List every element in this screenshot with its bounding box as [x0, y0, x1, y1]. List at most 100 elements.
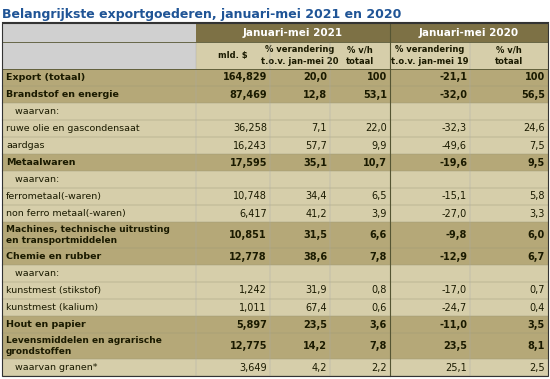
- Text: 34,4: 34,4: [305, 191, 327, 202]
- Bar: [2, 23, 196, 42]
- Text: Hout en papier: Hout en papier: [6, 320, 86, 329]
- Text: Januari-mei 2021: Januari-mei 2021: [243, 28, 343, 38]
- Bar: [390, 23, 548, 42]
- Text: 0,8: 0,8: [372, 285, 387, 296]
- Text: aardgas: aardgas: [6, 141, 45, 150]
- Text: 5,897: 5,897: [236, 319, 267, 329]
- Bar: [2, 222, 548, 248]
- Text: Januari-mei 2020: Januari-mei 2020: [419, 28, 519, 38]
- Text: Machines, technische uitrusting
en transportmiddelen: Machines, technische uitrusting en trans…: [6, 225, 170, 245]
- Text: 3,3: 3,3: [530, 208, 545, 219]
- Text: 67,4: 67,4: [305, 302, 327, 313]
- Text: 31,9: 31,9: [305, 285, 327, 296]
- Text: % verandering
t.o.v. jan-mei 19: % verandering t.o.v. jan-mei 19: [391, 45, 469, 66]
- Bar: [2, 69, 548, 86]
- Bar: [2, 42, 196, 69]
- Text: 23,5: 23,5: [443, 341, 467, 351]
- Bar: [2, 137, 548, 154]
- Text: 22,0: 22,0: [365, 124, 387, 133]
- Bar: [2, 205, 548, 222]
- Text: -32,0: -32,0: [439, 89, 467, 100]
- Text: 16,243: 16,243: [233, 141, 267, 150]
- Text: -15,1: -15,1: [442, 191, 467, 202]
- Bar: [2, 103, 548, 120]
- Bar: [2, 333, 548, 359]
- Text: 5,8: 5,8: [530, 191, 545, 202]
- Text: 6,7: 6,7: [528, 252, 545, 262]
- Text: 38,6: 38,6: [303, 252, 327, 262]
- Text: 12,775: 12,775: [229, 341, 267, 351]
- Text: -49,6: -49,6: [442, 141, 467, 150]
- Text: -24,7: -24,7: [442, 302, 467, 313]
- Text: -9,8: -9,8: [446, 230, 467, 240]
- Text: 7,8: 7,8: [370, 252, 387, 262]
- Text: 0,4: 0,4: [530, 302, 545, 313]
- Bar: [2, 265, 548, 282]
- Bar: [2, 316, 548, 333]
- Text: ruwe olie en gascondensaat: ruwe olie en gascondensaat: [6, 124, 140, 133]
- Text: 6,6: 6,6: [370, 230, 387, 240]
- Text: 6,417: 6,417: [239, 208, 267, 219]
- Text: Chemie en rubber: Chemie en rubber: [6, 252, 101, 261]
- Text: waarvan:: waarvan:: [6, 269, 59, 278]
- Text: 4,2: 4,2: [311, 362, 327, 373]
- Text: Levensmiddelen en agrarische
grondstoffen: Levensmiddelen en agrarische grondstoffe…: [6, 336, 162, 356]
- Text: 2,5: 2,5: [529, 362, 545, 373]
- Text: 7,5: 7,5: [529, 141, 545, 150]
- Bar: [2, 282, 548, 299]
- Bar: [2, 171, 548, 188]
- Text: mld. $: mld. $: [218, 51, 248, 60]
- Text: 7,1: 7,1: [311, 124, 327, 133]
- Text: 1,242: 1,242: [239, 285, 267, 296]
- Text: 10,7: 10,7: [363, 158, 387, 168]
- Text: 14,2: 14,2: [303, 341, 327, 351]
- Text: waarvan:: waarvan:: [6, 175, 59, 184]
- Text: 25,1: 25,1: [446, 362, 467, 373]
- Text: Export (totaal): Export (totaal): [6, 73, 85, 82]
- Text: 7,8: 7,8: [370, 341, 387, 351]
- Text: -11,0: -11,0: [439, 319, 467, 329]
- Bar: [2, 299, 548, 316]
- Text: 8,1: 8,1: [527, 341, 545, 351]
- Text: 3,5: 3,5: [528, 319, 545, 329]
- Text: 35,1: 35,1: [303, 158, 327, 168]
- Text: Brandstof en energie: Brandstof en energie: [6, 90, 119, 99]
- Text: 3,9: 3,9: [372, 208, 387, 219]
- Text: 100: 100: [367, 72, 387, 83]
- Text: 12,8: 12,8: [303, 89, 327, 100]
- Bar: [2, 248, 548, 265]
- Bar: [196, 23, 390, 42]
- Bar: [196, 42, 548, 69]
- Text: 23,5: 23,5: [303, 319, 327, 329]
- Text: 56,5: 56,5: [521, 89, 545, 100]
- Bar: [2, 154, 548, 171]
- Text: 10,748: 10,748: [233, 191, 267, 202]
- Text: -32,3: -32,3: [442, 124, 467, 133]
- Text: 9,9: 9,9: [372, 141, 387, 150]
- Text: ferrometaal(-waren): ferrometaal(-waren): [6, 192, 102, 201]
- Text: 0,7: 0,7: [530, 285, 545, 296]
- Text: 20,0: 20,0: [303, 72, 327, 83]
- Text: % v/h
totaal: % v/h totaal: [346, 45, 374, 66]
- Text: 9,5: 9,5: [528, 158, 545, 168]
- Text: -19,6: -19,6: [439, 158, 467, 168]
- Bar: [2, 86, 548, 103]
- Text: 31,5: 31,5: [303, 230, 327, 240]
- Bar: [2, 359, 548, 376]
- Text: kunstmest (stikstof): kunstmest (stikstof): [6, 286, 101, 295]
- Text: % v/h
totaal: % v/h totaal: [495, 45, 523, 66]
- Text: 17,595: 17,595: [229, 158, 267, 168]
- Text: 53,1: 53,1: [363, 89, 387, 100]
- Text: % verandering
t.o.v. jan-mei 20: % verandering t.o.v. jan-mei 20: [261, 45, 339, 66]
- Text: 24,6: 24,6: [524, 124, 545, 133]
- Text: 12,778: 12,778: [229, 252, 267, 262]
- Bar: [2, 120, 548, 137]
- Text: 6,5: 6,5: [371, 191, 387, 202]
- Text: Metaalwaren: Metaalwaren: [6, 158, 75, 167]
- Text: 2,2: 2,2: [371, 362, 387, 373]
- Text: 3,649: 3,649: [239, 362, 267, 373]
- Text: 41,2: 41,2: [305, 208, 327, 219]
- Text: 36,258: 36,258: [233, 124, 267, 133]
- Text: -27,0: -27,0: [442, 208, 467, 219]
- Text: -12,9: -12,9: [439, 252, 467, 262]
